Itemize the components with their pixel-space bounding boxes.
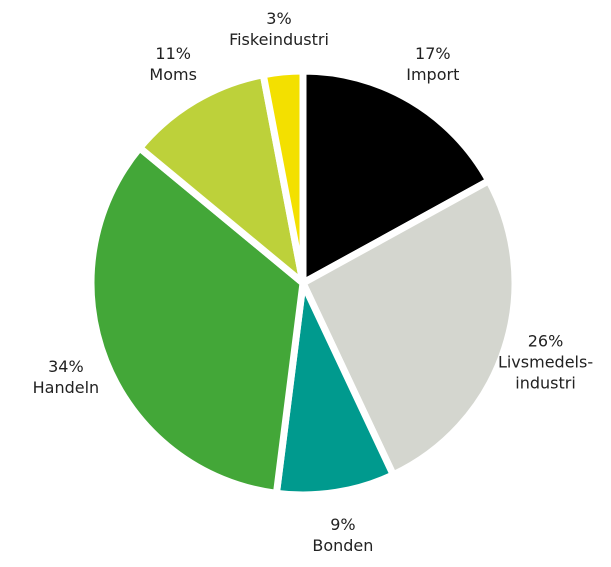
value-label: 11% — [155, 43, 191, 63]
slice-label: 17% Import — [406, 43, 459, 85]
slice-label: 3% Fiskeindustri — [229, 8, 329, 50]
category-label: Fiskeindustri — [229, 30, 329, 50]
slice-label: 11% Moms — [149, 43, 197, 85]
value-label: 26% — [527, 331, 564, 351]
category-label: Handeln — [32, 377, 100, 397]
slice-label: 26% Livsmedels- industri — [498, 330, 593, 393]
slice-label: 34% Handeln — [33, 356, 100, 398]
category-label: Moms — [149, 64, 197, 84]
slice-label: 9% Bonden — [312, 514, 373, 556]
category-label: Bonden — [312, 535, 374, 555]
pie-slice — [87, 144, 307, 497]
pie-slice — [299, 67, 493, 287]
value-label: 34% — [48, 356, 84, 376]
pie-slice — [136, 71, 307, 287]
value-label: 9% — [330, 514, 356, 534]
category-label: Livsmedels- industri — [497, 352, 594, 393]
pie-slice — [299, 177, 519, 479]
value-label: 17% — [415, 43, 451, 63]
value-label: 3% — [266, 9, 292, 29]
pie-slice — [259, 67, 307, 287]
category-label: Import — [406, 64, 460, 84]
pie-slice — [272, 279, 397, 499]
